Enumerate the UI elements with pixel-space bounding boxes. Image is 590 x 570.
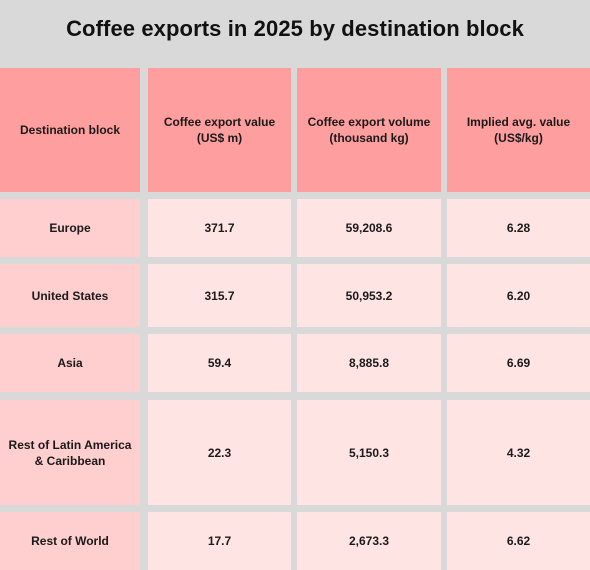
table-cell: 315.7 xyxy=(148,264,291,327)
column-header: Destination block xyxy=(0,68,140,192)
table-cell: 6.20 xyxy=(447,264,590,327)
row-label: United States xyxy=(0,264,140,327)
table-cell: 6.69 xyxy=(447,334,590,392)
column-header: Implied avg. value (US$/kg) xyxy=(447,68,590,192)
table-cell: 59.4 xyxy=(148,334,291,392)
row-label: Rest of Latin America & Caribbean xyxy=(0,400,140,505)
table-cell: 17.7 xyxy=(148,512,291,570)
column-header: Coffee export volume (thousand kg) xyxy=(297,68,441,192)
row-label: Asia xyxy=(0,334,140,392)
table-cell: 22.3 xyxy=(148,400,291,505)
table-cell: 4.32 xyxy=(447,400,590,505)
table-cell: 59,208.6 xyxy=(297,199,441,257)
row-label: Europe xyxy=(0,199,140,257)
table-cell: 6.28 xyxy=(447,199,590,257)
table-cell: 6.62 xyxy=(447,512,590,570)
row-label: Rest of World xyxy=(0,512,140,570)
column-header: Coffee export value (US$ m) xyxy=(148,68,291,192)
table-cell: 50,953.2 xyxy=(297,264,441,327)
table-cell: 2,673.3 xyxy=(297,512,441,570)
table-cell: 371.7 xyxy=(148,199,291,257)
chart-title: Coffee exports in 2025 by destination bl… xyxy=(66,16,524,41)
table-cell: 8,885.8 xyxy=(297,334,441,392)
table-cell: 5,150.3 xyxy=(297,400,441,505)
